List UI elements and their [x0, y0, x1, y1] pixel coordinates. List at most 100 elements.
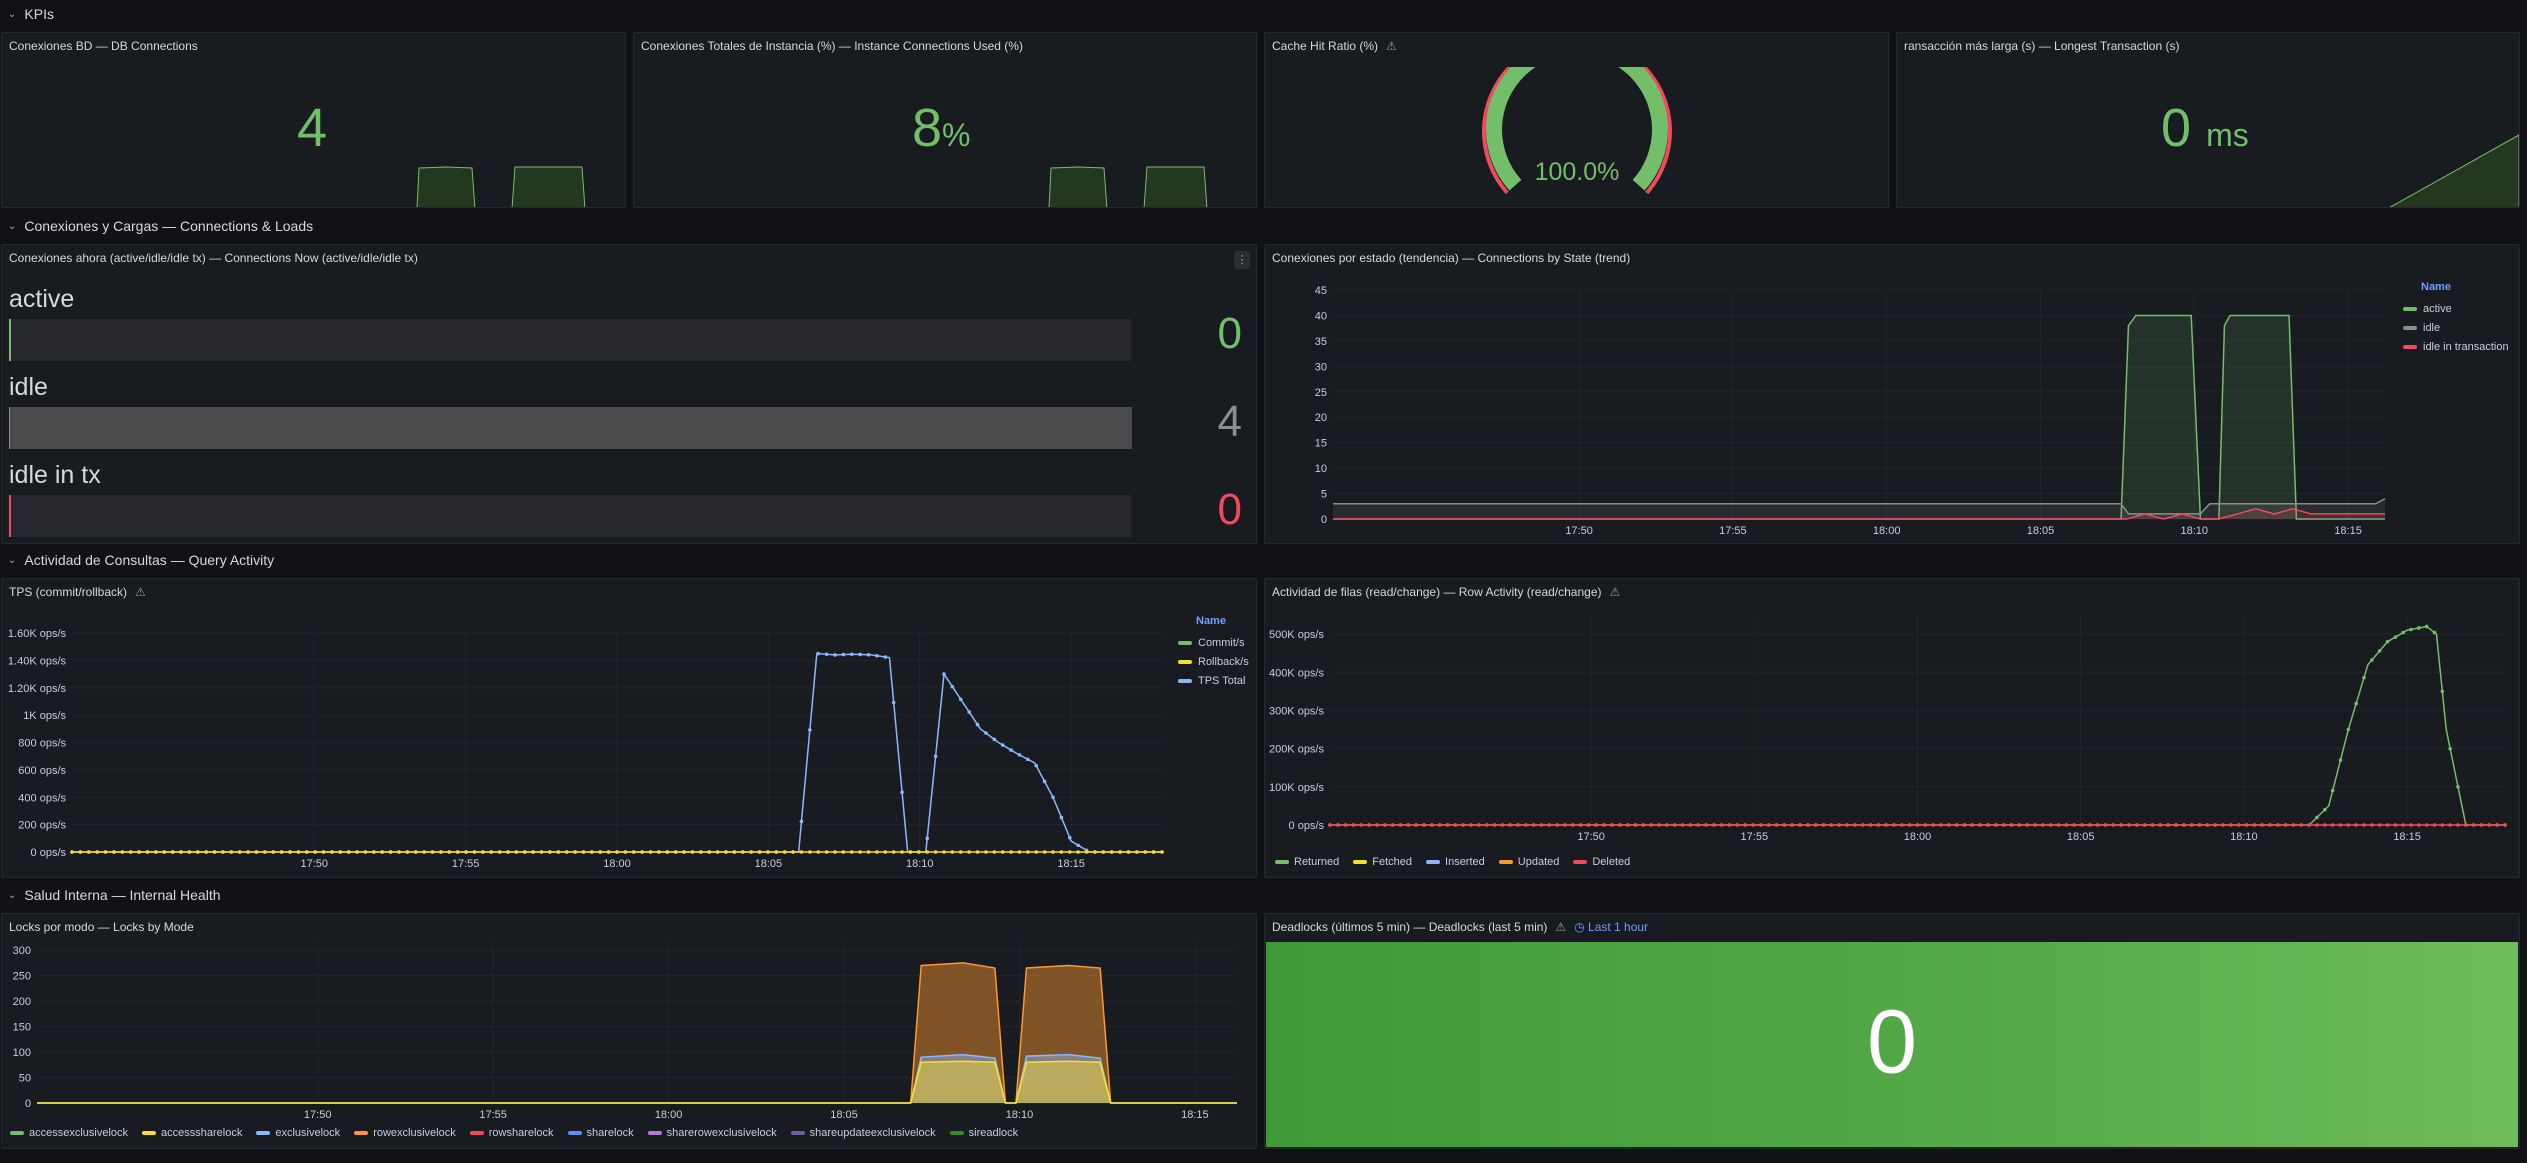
data-point [2487, 823, 2492, 827]
y-tick-label: 0 [1321, 514, 1327, 526]
row-internal-health[interactable]: ⌄ Salud Interna — Internal Health [8, 887, 221, 903]
panel-title: Conexiones por estado (tendencia) — Conn… [1272, 251, 1631, 265]
data-point [883, 655, 888, 659]
data-point [2424, 624, 2429, 629]
data-point [1151, 850, 1156, 854]
x-tick-label: 18:10 [1006, 1109, 1034, 1121]
data-point [103, 850, 108, 854]
data-point [858, 850, 862, 854]
x-tick-label: 18:10 [2230, 831, 2258, 843]
data-point [539, 850, 544, 854]
data-point [564, 850, 569, 854]
legend-item[interactable]: exclusivelock [256, 1127, 340, 1139]
row-connections[interactable]: ⌄ Conexiones y Cargas — Connections & Lo… [8, 218, 314, 234]
legend-swatch [469, 1131, 484, 1135]
panel-locks-by-mode[interactable]: Locks por modo — Locks by Mode 0 50 100 150… [1, 913, 1257, 1149]
legend-item[interactable]: Fetched [1353, 856, 1412, 868]
data-point [1109, 850, 1114, 854]
legend-swatch [1178, 659, 1192, 664]
panel-tps[interactable]: TPS (commit/rollback) ⚠ 0 ops/s 200 ops/s 4… [1, 578, 1257, 878]
time-range-picker[interactable]: ◷ Last 1 hour [1574, 920, 1649, 934]
legend-item[interactable]: Returned [1275, 856, 1339, 868]
y-tick-label: 1.60K ops/s [8, 628, 67, 640]
panel-cache-hit-ratio[interactable]: Cache Hit Ratio (%) ⚠ 100.0% [1264, 32, 1889, 208]
legend-label: accesssharelock [161, 1127, 243, 1139]
data-point [145, 850, 150, 854]
bar-label: idle [9, 373, 48, 401]
data-point [2362, 675, 2366, 680]
x-tick-label: 17:55 [479, 1109, 507, 1121]
panel-db-connections[interactable]: Conexiones BD — DB Connections 4 [1, 32, 626, 208]
panel-longest-transaction[interactable]: ransacción más larga (s) — Longest Trans… [1896, 32, 2520, 208]
legend-item[interactable]: idle in transaction [2403, 337, 2509, 356]
data-point [1766, 823, 1771, 827]
data-point [2346, 823, 2351, 827]
data-point [464, 850, 468, 854]
series-area [1333, 508, 2385, 519]
data-point [791, 850, 795, 854]
data-point [1453, 823, 1458, 827]
data-point [2401, 630, 2405, 635]
data-point [556, 850, 561, 854]
legend-item[interactable]: TPS Total [1178, 671, 1249, 690]
legend-header[interactable]: Name [2421, 281, 2451, 293]
data-point [1954, 823, 1959, 827]
legend-header[interactable]: Name [1196, 615, 1226, 627]
data-point [346, 850, 351, 854]
data-point [799, 819, 804, 824]
data-point [875, 850, 879, 854]
legend-item[interactable]: sharelock [567, 1127, 634, 1139]
legend-item[interactable]: sireadlock [949, 1127, 1018, 1139]
data-point [1594, 823, 1599, 827]
data-point [2448, 823, 2452, 827]
legend-item[interactable]: active [2403, 299, 2509, 318]
data-point [2001, 823, 2006, 827]
data-point [254, 850, 259, 854]
legend-label: Rollback/s [1198, 655, 1249, 668]
x-tick-label: 18:00 [603, 858, 631, 870]
longest-transaction-value: 0 ms [2161, 98, 2249, 158]
data-point [891, 700, 896, 705]
data-point [288, 850, 292, 854]
panel-instance-connections[interactable]: Conexiones Totales de Instancia (%) — In… [633, 32, 1257, 208]
x-tick-label: 18:00 [1904, 831, 1932, 843]
data-point [1477, 823, 1481, 827]
legend-item[interactable]: accesssharelock [142, 1127, 242, 1139]
data-point [2009, 823, 2014, 827]
panel-connections-by-state[interactable]: Conexiones por estado (tendencia) — Conn… [1264, 244, 2520, 544]
panel-row-activity[interactable]: Actividad de filas (read/change) — Row A… [1264, 578, 2520, 878]
data-point [1931, 823, 1935, 827]
data-point [78, 850, 83, 854]
data-point [179, 850, 183, 854]
legend-item[interactable]: rowexclusivelock [354, 1127, 456, 1139]
legend-item[interactable]: Deleted [1573, 856, 1630, 868]
legend-item[interactable]: accessexclusivelock [10, 1127, 128, 1139]
panel-connections-now[interactable]: Conexiones ahora (active/idle/idle tx) —… [1, 244, 1257, 544]
series-line [37, 1060, 1237, 1104]
row-query-activity[interactable]: ⌄ Actividad de Consultas — Query Activit… [8, 552, 275, 568]
x-tick-label: 18:00 [655, 1109, 683, 1121]
x-tick-label: 17:50 [304, 1109, 332, 1121]
data-point [1084, 850, 1089, 854]
data-point [1343, 823, 1348, 827]
legend-item[interactable]: rowsharelock [469, 1127, 554, 1139]
legend-item[interactable]: sharerowexclusivelock [647, 1127, 777, 1139]
legend-item[interactable]: Inserted [1426, 856, 1485, 868]
legend-swatch [949, 1131, 964, 1135]
legend-item[interactable]: Updated [1498, 856, 1560, 868]
panel-deadlocks[interactable]: Deadlocks (últimos 5 min) — Deadlocks (l… [1264, 913, 2520, 1149]
row-kpis[interactable]: ⌄ KPIs [8, 6, 54, 22]
legend-label: Updated [1517, 856, 1560, 868]
data-point [1067, 850, 1072, 854]
legend-item[interactable]: Rollback/s [1178, 652, 1249, 671]
series-area [1333, 315, 2385, 519]
legend-item[interactable]: idle [2403, 318, 2509, 337]
data-point [2440, 823, 2445, 827]
data-point [195, 850, 200, 854]
legend-item[interactable]: Commit/s [1178, 633, 1249, 652]
panel-menu-icon[interactable]: ⋮ [1234, 251, 1250, 269]
legend-swatch [1498, 860, 1513, 864]
legend-item[interactable]: shareupdateexclusivelock [790, 1127, 936, 1139]
data-point [321, 850, 326, 854]
data-point [2385, 823, 2390, 827]
